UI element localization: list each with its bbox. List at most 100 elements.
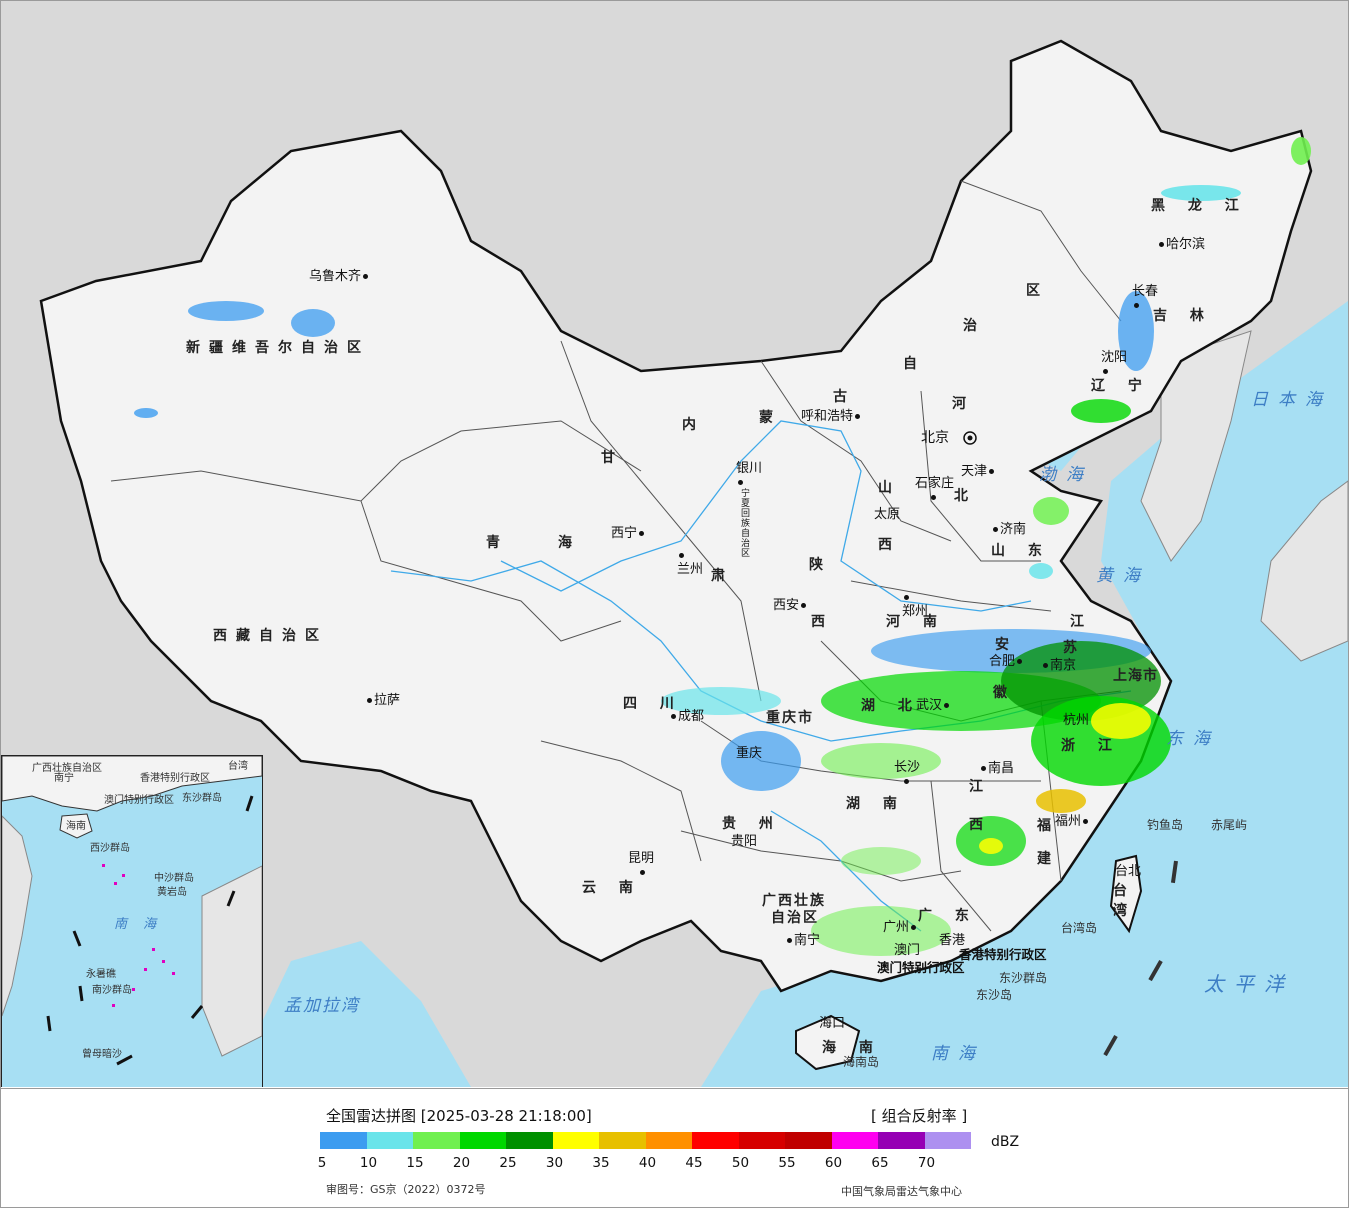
city-dot	[1134, 303, 1139, 308]
prov-jiangxi-2: 西	[969, 817, 992, 833]
city-changchun-label: 长春	[1132, 284, 1159, 299]
city-chengdu-label: 成都	[678, 709, 705, 724]
city-dot	[801, 603, 807, 608]
prov-shanxi-1: 山	[878, 480, 901, 496]
prov-henan: 河 南	[886, 614, 946, 630]
prov-nmg-3: 古	[833, 389, 856, 405]
colorbar-swatch	[413, 1132, 460, 1149]
prov-nmg-1: 内	[682, 417, 705, 433]
city-dot	[738, 480, 743, 485]
sea-yellow: 黄海	[1096, 566, 1150, 586]
colorbar-tick-label: 55	[778, 1155, 796, 1171]
colorbar-swatch	[785, 1132, 832, 1149]
city-hongkong: 香港	[939, 934, 965, 948]
echo-shandong	[1033, 497, 1069, 525]
city-dot	[1017, 659, 1023, 664]
echo-chongqing	[721, 731, 801, 791]
city-dot	[639, 531, 645, 536]
city-guiyang: 贵阳	[731, 835, 757, 849]
city-hangzhou-label: 杭州	[1063, 713, 1090, 728]
colorbar-tick-label: 65	[871, 1155, 889, 1171]
city-changchun: 长春	[1132, 285, 1158, 313]
sea-area-bengal	[231, 941, 471, 1087]
city-nanning: 南宁	[785, 934, 820, 948]
city-dot	[993, 527, 998, 532]
colorbar-swatch	[878, 1132, 925, 1149]
inset-nansha: 南沙群岛	[92, 985, 132, 996]
city-harbin: 哈尔滨	[1157, 238, 1205, 252]
city-nanjing: 南京	[1041, 659, 1076, 673]
city-dot	[787, 938, 792, 943]
city-dot	[855, 414, 861, 419]
prov-jiangsu-1: 江	[1070, 614, 1093, 630]
city-tianjin: 天津	[961, 465, 996, 479]
echo-hunan-2	[841, 847, 921, 875]
city-lhasa-label: 拉萨	[374, 693, 401, 708]
city-xian: 西安	[773, 599, 808, 613]
basemap	[39, 39, 1348, 1087]
colorbar-tick-label: 60	[824, 1155, 843, 1171]
sea-pacific: 太平洋	[1204, 972, 1294, 996]
city-dot	[671, 714, 676, 719]
prov-shaanxi-1: 陕	[809, 557, 832, 573]
prov-jiangsu-2: 苏	[1063, 640, 1086, 656]
city-lanzhou: 兰州	[677, 549, 703, 577]
inset-macau: 澳门特别行政区	[104, 795, 174, 806]
prov-ningxia: 宁夏回族自治区	[741, 489, 751, 559]
sar-hk: 香港特别行政区	[959, 947, 1047, 962]
prov-hebei-1: 河	[952, 396, 975, 412]
prov-hubei: 湖 北	[861, 698, 921, 714]
city-xining-label: 西宁	[611, 526, 638, 541]
inset-huangyan: 黄岩岛	[157, 887, 187, 898]
echo-liaoning	[1071, 399, 1131, 423]
isl-chiwei: 赤尾屿	[1211, 818, 1248, 832]
prov-yunnan: 云 南	[582, 880, 642, 896]
korea-land	[1140, 330, 1252, 562]
colorbar-ticks: 5 10 15 20 25 30 35 40 45 50 55 60 65 70	[1, 1155, 1348, 1173]
inset-dongsha: 东沙群岛	[182, 793, 222, 804]
isl-taiwan: 台湾岛	[1061, 921, 1098, 935]
prov-guangxi-2: 自治区	[771, 910, 819, 926]
city-dot	[944, 703, 950, 708]
inset-zhongsha: 中沙群岛	[154, 873, 194, 884]
city-lhasa: 拉萨	[365, 694, 400, 708]
prov-shanxi-2: 西	[878, 537, 901, 553]
colorbar-swatch	[506, 1132, 553, 1149]
city-dot	[904, 595, 909, 600]
colorbar-swatch	[692, 1132, 739, 1149]
city-taiyuan: 太原	[874, 508, 900, 522]
city-shijiazhuang-label: 石家庄	[915, 476, 955, 491]
inset-nanhai: 南 海	[114, 917, 163, 932]
prov-xizang: 西藏自治区	[213, 628, 328, 644]
prov-sichuan: 四 川	[623, 696, 683, 712]
prov-qinghai-2: 海	[558, 535, 581, 551]
colorbar-tick-label: 15	[406, 1155, 424, 1171]
prov-nmg-5: 治	[963, 318, 986, 334]
taiwan-island	[1109, 854, 1143, 934]
prov-fujian-2: 建	[1037, 851, 1060, 867]
city-hohhot-label: 呼和浩特	[801, 409, 854, 424]
prov-hebei-2: 北	[954, 488, 977, 504]
colorbar-tick-label: 40	[638, 1155, 657, 1171]
city-urumqi-label: 乌鲁木齐	[309, 269, 362, 284]
radar-echoes	[134, 137, 1311, 956]
south-china-sea-inset: 广西壮族自治区 南宁 香港特别行政区 澳门特别行政区 东沙群岛 海南 西沙群岛 …	[1, 755, 263, 1087]
city-hongkong-label: 香港	[939, 933, 966, 948]
prov-guangxi-1: 广西壮族	[762, 893, 826, 909]
city-macau: 澳门	[894, 944, 920, 958]
city-shijiazhuang: 石家庄	[915, 477, 954, 505]
echo-xinjiang-3	[134, 408, 158, 418]
colorbar-tick-label: 45	[685, 1155, 703, 1171]
colorbar-swatch	[924, 1132, 971, 1149]
legend-unit: dBZ	[991, 1134, 1020, 1150]
prov-liaoning: 辽 宁	[1091, 378, 1151, 394]
colorbar	[320, 1132, 971, 1149]
prov-taiwan-1: 台	[1113, 883, 1136, 899]
prov-anhui-1: 安	[995, 637, 1018, 653]
prov-hainan: 海 南	[822, 1040, 882, 1056]
prov-shanghai: 上海市	[1113, 668, 1158, 684]
city-guangzhou: 广州	[883, 921, 918, 935]
sea-bengal: 孟加拉湾	[284, 996, 360, 1016]
inset-map	[2, 756, 262, 1066]
city-dot	[367, 698, 372, 703]
